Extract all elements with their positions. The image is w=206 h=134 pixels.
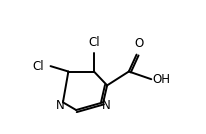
- Text: Cl: Cl: [88, 36, 100, 49]
- Text: Cl: Cl: [33, 60, 44, 73]
- Text: N: N: [102, 99, 111, 112]
- Text: N: N: [55, 99, 64, 112]
- Text: O: O: [134, 37, 144, 50]
- Text: OH: OH: [153, 73, 171, 86]
